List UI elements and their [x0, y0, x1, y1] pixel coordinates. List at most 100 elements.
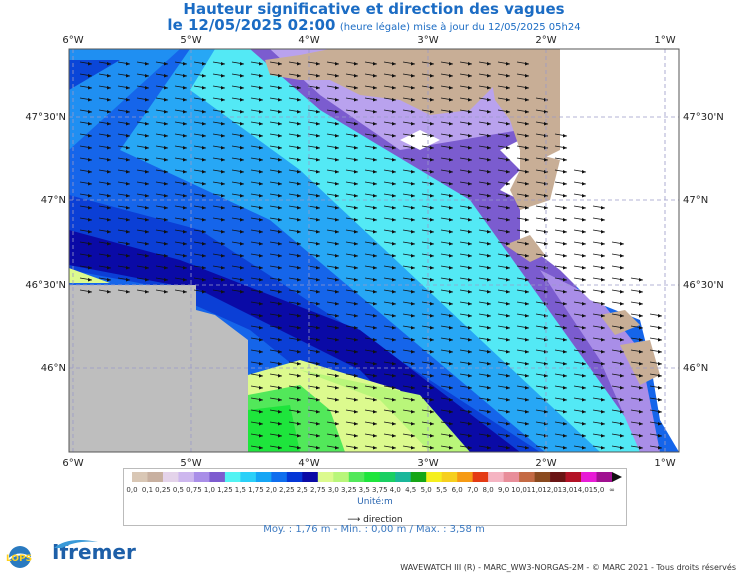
arrow-head [430, 362, 434, 366]
band-bright-green [248, 405, 300, 452]
arrow-head [506, 98, 510, 102]
arrow-head [278, 314, 282, 318]
arrow-head [563, 182, 567, 186]
arrow-head [221, 266, 225, 270]
arrow-head [449, 326, 453, 330]
arrow-head [468, 350, 472, 354]
arrow-head [487, 446, 491, 450]
arrow-head [183, 146, 187, 150]
arrow-head [506, 218, 510, 222]
arrow-head [183, 110, 187, 114]
arrow-head [430, 122, 434, 126]
arrow-head [487, 374, 491, 378]
arrow-head [487, 338, 491, 342]
arrow-head [278, 218, 282, 222]
arrow-head [335, 98, 339, 102]
arrow-head [468, 242, 472, 246]
arrow-head [487, 290, 491, 294]
legend-swatch [147, 472, 164, 482]
arrow-head [259, 278, 263, 282]
arrow-head [259, 230, 263, 234]
nodata-area [69, 285, 248, 452]
arrow-head [183, 242, 187, 246]
arrow-head [316, 362, 320, 366]
arrow-head [392, 278, 396, 282]
arrow-head [487, 434, 491, 438]
arrow-head [126, 86, 130, 90]
arrow-head [240, 266, 244, 270]
arrow-head [582, 290, 586, 294]
arrow-head [202, 194, 206, 198]
arrow-head [506, 410, 510, 414]
lon-label-top: 5°W [180, 35, 201, 46]
arrow-head [430, 422, 434, 426]
arrow-head [563, 170, 567, 174]
arrow-head [354, 242, 358, 246]
arrow-head [525, 398, 529, 402]
arrow-head [335, 170, 339, 174]
arrow-head [278, 350, 282, 354]
arrow-head [506, 86, 510, 90]
arrow-head [658, 398, 662, 402]
arrow-head [145, 194, 149, 198]
arrow-head [601, 206, 605, 210]
legend-tick-label: 2,0 [265, 486, 277, 494]
arrow-head [449, 290, 453, 294]
arrow-head [316, 410, 320, 414]
arrow-head [335, 158, 339, 162]
arrow-head [468, 182, 472, 186]
arrow-head [544, 326, 548, 330]
arrow-head [449, 158, 453, 162]
arrow-head [411, 302, 415, 306]
arrow-head [240, 170, 244, 174]
arrow-head [88, 122, 92, 126]
band-pale-green [300, 370, 470, 452]
arrow-head [525, 350, 529, 354]
arrow-head [107, 278, 111, 282]
arrow-head [525, 374, 529, 378]
arrow-head [582, 314, 586, 318]
arrow-head [449, 302, 453, 306]
arrow-head [164, 122, 168, 126]
arrow-head [259, 134, 263, 138]
arrow-head [544, 110, 548, 114]
arrow-head [278, 206, 282, 210]
lon-label-bottom: 6°W [62, 458, 83, 469]
arrow-head [411, 218, 415, 222]
arrow-head [259, 374, 263, 378]
arrow-head [88, 218, 92, 222]
arrow-head [221, 194, 225, 198]
legend-tick-label: 3,25 [340, 486, 357, 494]
arrow-head [297, 230, 301, 234]
arrow-head [278, 410, 282, 414]
arrow-head [392, 206, 396, 210]
arrow-head [525, 254, 529, 258]
arrow-head [620, 278, 624, 282]
arrow-head [392, 254, 396, 258]
arrow-head [164, 146, 168, 150]
arrow-head [563, 158, 567, 162]
arrow-head [297, 254, 301, 258]
arrow-head [525, 278, 529, 282]
arrow-head [354, 146, 358, 150]
arrow-head [544, 194, 548, 198]
arrow-head [506, 62, 510, 66]
arrow-head [487, 110, 491, 114]
arrow-head [392, 290, 396, 294]
arrow-head [601, 278, 605, 282]
arrow-head [392, 182, 396, 186]
arrow-head [487, 326, 491, 330]
arrow-head [658, 314, 662, 318]
lon-label-bottom: 3°W [417, 458, 438, 469]
arrow-head [449, 230, 453, 234]
arrow-head [88, 254, 92, 258]
arrow-head [335, 146, 339, 150]
arrow-head [126, 206, 130, 210]
legend-tick-label: 6,0 [451, 486, 463, 494]
arrow-head [164, 218, 168, 222]
arrow-head [316, 374, 320, 378]
arrow-head [506, 314, 510, 318]
arrow-head [449, 146, 453, 150]
arrow-head [297, 74, 301, 78]
legend-swatch [271, 472, 288, 482]
